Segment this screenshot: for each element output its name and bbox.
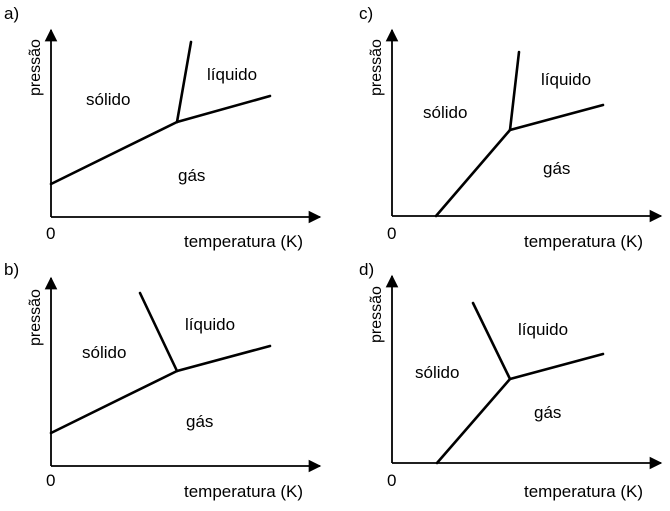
panel-d-letter: d) [359, 260, 374, 279]
panel-a-region-gas: gás [178, 166, 205, 185]
panel-c: c) pressão 0 temperatura (K) sólido líqu… [359, 4, 663, 251]
panel-b: b) pressão 0 temperatura (K) sólido líqu… [4, 260, 322, 501]
panel-c-y-axis-label: pressão [368, 39, 385, 96]
panel-b-region-gas: gás [186, 412, 213, 431]
panel-d-sublimation-curve [435, 377, 512, 465]
panel-c-region-gas: gás [543, 159, 570, 178]
panel-a-vaporization-curve [175, 94, 272, 124]
panel-b-melting-curve [138, 291, 179, 373]
panel-d-region-solid: sólido [415, 363, 459, 382]
panel-d-x-axis-label: temperatura (K) [524, 482, 643, 501]
panel-a-region-solid: sólido [86, 90, 130, 109]
panel-b-region-solid: sólido [82, 343, 126, 362]
panel-c-region-liquid: líquido [541, 70, 591, 89]
panel-c-sublimation-curve [434, 128, 512, 218]
panel-b-vaporization-curve [175, 344, 272, 373]
panel-c-x-axis-label: temperatura (K) [524, 232, 643, 251]
panel-d-vaporization-curve [508, 352, 605, 381]
panel-d-y-axis-label: pressão [368, 286, 385, 343]
panel-c-origin-label: 0 [387, 224, 396, 243]
panel-c-letter: c) [359, 4, 373, 23]
panel-a-letter: a) [4, 4, 19, 23]
panel-d-melting-curve [471, 301, 512, 381]
panel-a: a) pressão 0 temperatura (K) sólido líqu… [4, 4, 322, 251]
panel-d-origin-label: 0 [387, 471, 396, 490]
panel-b-sublimation-curve [49, 369, 179, 435]
panel-a-y-axis-label: pressão [27, 39, 44, 96]
panel-d-region-liquid: líquido [518, 320, 568, 339]
panel-b-y-axis-label: pressão [27, 289, 44, 346]
panel-a-x-axis-label: temperatura (K) [184, 232, 303, 251]
panel-a-region-liquid: líquido [207, 65, 257, 84]
panel-a-sublimation-curve [49, 120, 179, 186]
panel-a-origin-label: 0 [46, 224, 55, 243]
panel-c-melting-curve [508, 50, 521, 132]
panel-b-x-axis-label: temperatura (K) [184, 482, 303, 501]
panel-b-region-liquid: líquido [185, 315, 235, 334]
panel-a-melting-curve [175, 40, 193, 124]
panel-b-letter: b) [4, 260, 19, 279]
panel-c-vaporization-curve [508, 103, 605, 132]
panel-b-origin-label: 0 [46, 471, 55, 490]
panel-d: d) pressão 0 temperatura (K) sólido líqu… [359, 260, 663, 501]
panel-c-region-solid: sólido [423, 103, 467, 122]
panel-d-region-gas: gás [534, 403, 561, 422]
